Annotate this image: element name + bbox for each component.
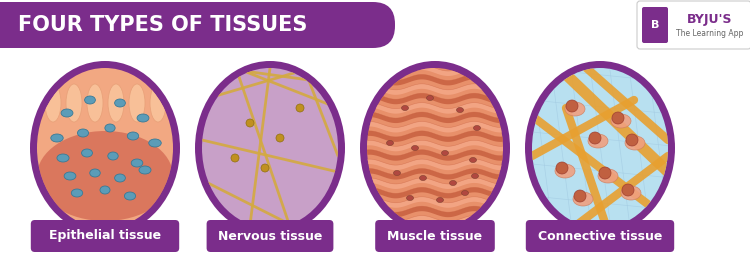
Text: FOUR TYPES OF TISSUES: FOUR TYPES OF TISSUES — [18, 15, 307, 35]
Ellipse shape — [588, 134, 608, 148]
Ellipse shape — [611, 114, 631, 128]
Circle shape — [296, 104, 304, 112]
Ellipse shape — [386, 140, 394, 145]
Text: Epithelial tissue: Epithelial tissue — [49, 230, 161, 242]
Ellipse shape — [57, 154, 69, 162]
Ellipse shape — [150, 84, 166, 122]
Ellipse shape — [64, 172, 76, 180]
Circle shape — [612, 112, 624, 124]
Ellipse shape — [598, 169, 618, 183]
Ellipse shape — [37, 131, 173, 221]
Ellipse shape — [367, 68, 503, 228]
Ellipse shape — [71, 189, 82, 197]
Circle shape — [246, 119, 254, 127]
Ellipse shape — [129, 84, 145, 122]
FancyBboxPatch shape — [0, 2, 395, 48]
FancyBboxPatch shape — [206, 220, 334, 252]
Text: Muscle tissue: Muscle tissue — [388, 230, 482, 242]
FancyBboxPatch shape — [31, 220, 179, 252]
Ellipse shape — [202, 68, 338, 228]
Ellipse shape — [100, 186, 110, 194]
Ellipse shape — [108, 84, 124, 122]
Ellipse shape — [148, 139, 161, 147]
Ellipse shape — [472, 174, 478, 179]
Ellipse shape — [137, 114, 149, 122]
Ellipse shape — [360, 61, 510, 235]
Ellipse shape — [51, 134, 63, 142]
Ellipse shape — [131, 159, 142, 167]
Ellipse shape — [532, 68, 668, 228]
Ellipse shape — [90, 169, 101, 177]
Circle shape — [276, 134, 284, 142]
Circle shape — [599, 167, 611, 179]
Circle shape — [231, 154, 239, 162]
Ellipse shape — [449, 180, 457, 185]
Circle shape — [589, 132, 601, 144]
Circle shape — [622, 184, 634, 196]
Ellipse shape — [470, 158, 476, 163]
Circle shape — [566, 100, 578, 112]
Ellipse shape — [412, 145, 419, 150]
Text: B: B — [651, 20, 659, 30]
Ellipse shape — [61, 109, 73, 117]
Ellipse shape — [525, 61, 675, 235]
Ellipse shape — [473, 125, 481, 130]
FancyBboxPatch shape — [375, 220, 495, 252]
Circle shape — [261, 164, 269, 172]
Ellipse shape — [105, 124, 116, 132]
Ellipse shape — [401, 105, 409, 110]
Ellipse shape — [419, 175, 427, 180]
Ellipse shape — [108, 152, 118, 160]
Ellipse shape — [37, 68, 173, 228]
Ellipse shape — [406, 195, 413, 200]
Ellipse shape — [457, 108, 464, 113]
Text: Connective tissue: Connective tissue — [538, 230, 662, 242]
FancyBboxPatch shape — [642, 7, 668, 43]
Ellipse shape — [394, 170, 400, 175]
Ellipse shape — [565, 102, 585, 116]
Ellipse shape — [573, 192, 593, 206]
Ellipse shape — [555, 164, 575, 178]
Ellipse shape — [87, 84, 103, 122]
Text: Nervous tissue: Nervous tissue — [217, 230, 322, 242]
Ellipse shape — [621, 186, 641, 200]
Ellipse shape — [427, 95, 433, 100]
Ellipse shape — [124, 192, 136, 200]
Ellipse shape — [66, 84, 82, 122]
Circle shape — [556, 162, 568, 174]
Ellipse shape — [115, 174, 125, 182]
Ellipse shape — [436, 198, 443, 203]
Ellipse shape — [195, 61, 345, 235]
FancyBboxPatch shape — [637, 1, 750, 49]
Ellipse shape — [128, 132, 139, 140]
Ellipse shape — [77, 129, 88, 137]
Circle shape — [626, 134, 638, 146]
Text: BYJU'S: BYJU'S — [687, 13, 733, 27]
Ellipse shape — [85, 96, 95, 104]
FancyBboxPatch shape — [526, 220, 674, 252]
Text: The Learning App: The Learning App — [676, 29, 744, 38]
FancyBboxPatch shape — [0, 2, 30, 48]
Ellipse shape — [82, 149, 92, 157]
Ellipse shape — [139, 166, 151, 174]
Ellipse shape — [442, 150, 448, 155]
Ellipse shape — [461, 190, 469, 195]
Ellipse shape — [30, 61, 180, 235]
Circle shape — [574, 190, 586, 202]
Ellipse shape — [625, 136, 645, 150]
Ellipse shape — [45, 84, 61, 122]
Ellipse shape — [115, 99, 125, 107]
